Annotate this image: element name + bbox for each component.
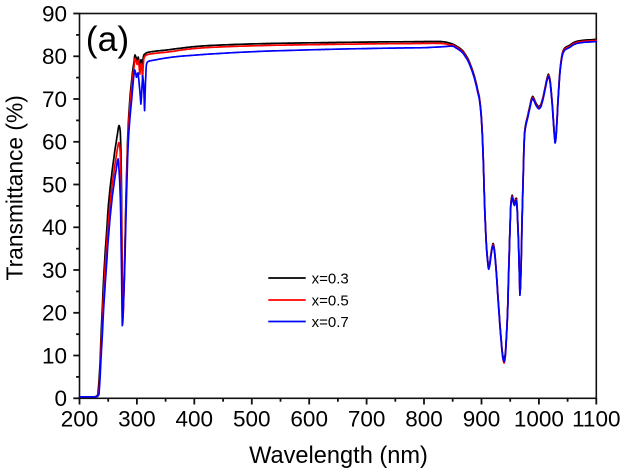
svg-text:0: 0 — [54, 386, 67, 411]
svg-text:50: 50 — [42, 172, 67, 197]
svg-text:20: 20 — [42, 301, 67, 326]
svg-text:600: 600 — [290, 407, 328, 432]
svg-text:800: 800 — [405, 407, 443, 432]
svg-text:90: 90 — [42, 1, 67, 26]
svg-text:x=0.7: x=0.7 — [312, 314, 349, 331]
svg-text:200: 200 — [61, 407, 99, 432]
svg-text:Wavelength (nm): Wavelength (nm) — [249, 443, 428, 468]
svg-text:40: 40 — [42, 215, 67, 240]
svg-text:400: 400 — [176, 407, 214, 432]
svg-text:80: 80 — [42, 44, 67, 69]
svg-text:1100: 1100 — [572, 407, 620, 432]
svg-text:70: 70 — [42, 87, 67, 112]
svg-text:x=0.5: x=0.5 — [312, 292, 349, 309]
svg-text:300: 300 — [118, 407, 156, 432]
svg-text:Transmittance (%): Transmittance (%) — [1, 95, 27, 280]
svg-text:x=0.3: x=0.3 — [312, 270, 349, 287]
svg-text:1000: 1000 — [514, 407, 564, 432]
svg-text:500: 500 — [233, 407, 271, 432]
svg-text:(a): (a) — [86, 19, 129, 59]
svg-text:900: 900 — [463, 407, 501, 432]
svg-text:60: 60 — [42, 130, 67, 155]
svg-text:10: 10 — [42, 343, 67, 368]
svg-text:700: 700 — [348, 407, 386, 432]
svg-text:30: 30 — [42, 258, 67, 283]
